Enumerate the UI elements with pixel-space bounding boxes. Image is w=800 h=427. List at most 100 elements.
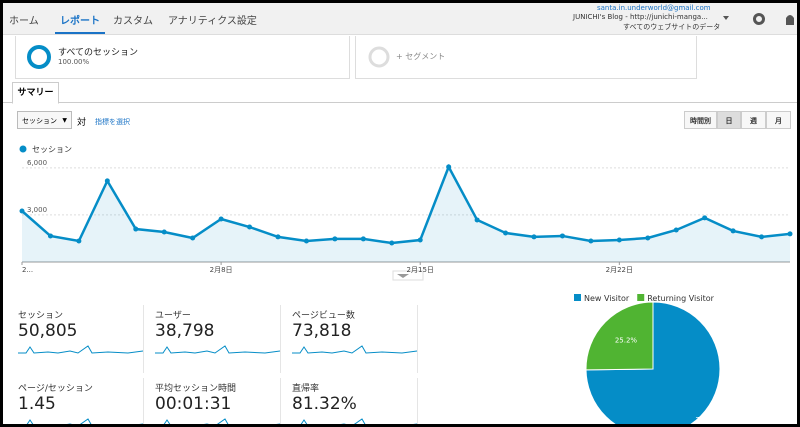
metric-card: ページ/セッション 1.45	[15, 378, 144, 424]
property-name[interactable]: JUNICHI's Blog - http://junichi-manga...	[573, 13, 708, 21]
settings-icon[interactable]	[753, 13, 765, 25]
metric-card: 平均セッション時間 00:01:31	[152, 378, 281, 424]
metric-label: 平均セッション時間	[155, 384, 237, 394]
metric-card: セッション 50,805	[15, 305, 144, 373]
series-line	[21, 163, 791, 245]
nav-icons	[723, 13, 794, 25]
data-point	[787, 231, 793, 237]
segment-label: すべてのセッション	[58, 48, 139, 58]
data-point	[303, 238, 309, 244]
data-point	[104, 178, 110, 184]
metric-dropdown-label: セッション	[22, 117, 57, 125]
data-point	[190, 235, 196, 241]
data-point	[759, 234, 765, 240]
data-point	[503, 230, 509, 236]
sparkline	[26, 418, 143, 424]
data-point	[218, 216, 224, 222]
collapse-handle[interactable]	[397, 274, 409, 278]
nav-item[interactable]: ホーム	[9, 16, 39, 27]
segment-add-icon	[368, 46, 390, 68]
metric-value: 50,805	[18, 321, 78, 341]
data-point	[76, 238, 82, 244]
x-tick-label: 2月15日	[407, 266, 434, 274]
metric-value: 00:01:31	[155, 394, 232, 414]
nav-item[interactable]: アナリティクス設定	[168, 16, 257, 27]
data-point	[531, 234, 537, 240]
page: ホーム レポート カスタム アナリティクス設定 santa.in.underwo…	[3, 3, 797, 424]
metric-card: 直帰率 81.32%	[289, 378, 418, 424]
legend-swatch	[637, 294, 645, 301]
metric-value: 81.32%	[292, 394, 357, 414]
segment-active[interactable]: すべてのセッション 100.00%	[15, 36, 350, 79]
tab-rule	[3, 102, 797, 103]
select-metric[interactable]: 指標を選択	[95, 118, 130, 126]
data-point	[446, 164, 452, 170]
data-point	[673, 227, 679, 233]
sparkline	[292, 345, 418, 354]
data-point	[730, 228, 736, 234]
data-point	[559, 233, 565, 239]
dropdown-arrow: ▼	[62, 117, 67, 124]
account-email[interactable]: santa.in.underworld@gmail.com	[597, 4, 711, 12]
legend-label: Returning Visitor	[647, 294, 714, 303]
metric-label: セッション	[18, 311, 64, 321]
nav-bar: ホーム レポート カスタム アナリティクス設定 santa.in.underwo…	[3, 3, 797, 35]
data-point	[389, 240, 395, 246]
granularity-group: 時間別 日 週 月	[684, 111, 791, 129]
segment-add[interactable]: + セグメント	[355, 36, 697, 79]
collapse-box[interactable]	[392, 270, 424, 281]
nav-item[interactable]: レポート	[60, 16, 100, 27]
legend-label: セッション	[32, 145, 72, 154]
sparkline	[155, 345, 281, 354]
sparkline	[18, 345, 144, 354]
metric-value: 73,818	[292, 321, 352, 341]
granularity-button[interactable]: 時間別	[684, 111, 717, 129]
tab[interactable]: サマリー	[12, 82, 59, 104]
data-point	[133, 226, 139, 232]
sparkline	[163, 418, 280, 424]
nav-item[interactable]: カスタム	[113, 16, 153, 27]
granularity-button[interactable]: 日	[717, 111, 741, 129]
pie-slice	[585, 301, 654, 371]
segment-icon	[27, 45, 51, 69]
metric-value: 38,798	[155, 321, 215, 341]
metric-label: ページビュー数	[292, 311, 355, 321]
slice-label: 74.8%	[695, 416, 718, 424]
metric-label: ユーザー	[155, 311, 191, 321]
slice-label: 25.2%	[615, 336, 638, 344]
data-point	[19, 208, 25, 214]
metric-value: 1.45	[18, 394, 56, 414]
data-point	[161, 229, 167, 235]
versus: 対	[77, 118, 87, 128]
view-name[interactable]: すべてのウェブサイトのデータ	[623, 23, 721, 31]
data-point	[474, 217, 480, 223]
x-tick-label: 2月8日	[210, 266, 233, 274]
sparkline	[300, 418, 417, 424]
metric-label: 直帰率	[292, 384, 320, 394]
metric-dropdown[interactable]: セッション ▼	[17, 111, 72, 129]
data-point	[702, 215, 708, 221]
active-underline	[55, 32, 105, 34]
data-point	[417, 237, 423, 243]
y-tick-label: 6,000	[27, 159, 47, 167]
legend-swatch	[19, 145, 27, 153]
data-point	[360, 236, 366, 242]
metric-card: ページビュー数 73,818	[289, 305, 418, 373]
data-point	[588, 238, 594, 244]
granularity-button[interactable]: 週	[741, 111, 766, 129]
data-point	[275, 234, 281, 240]
y-tick-label: 3,000	[27, 206, 47, 214]
data-point	[616, 237, 622, 243]
dropdown-arrow[interactable]	[723, 16, 729, 20]
segment-add-label: + セグメント	[396, 52, 446, 61]
legend-label: New Visitor	[584, 294, 630, 303]
metric-label: ページ/セッション	[18, 384, 93, 394]
x-tick-label: 2...	[22, 266, 33, 274]
data-point	[247, 224, 253, 230]
notification-icon[interactable]	[786, 15, 794, 25]
segment-percent: 100.00%	[58, 58, 90, 66]
x-tick-label: 2月22日	[606, 266, 633, 274]
granularity-button[interactable]: 月	[766, 111, 791, 129]
metric-card: ユーザー 38,798	[152, 305, 281, 373]
